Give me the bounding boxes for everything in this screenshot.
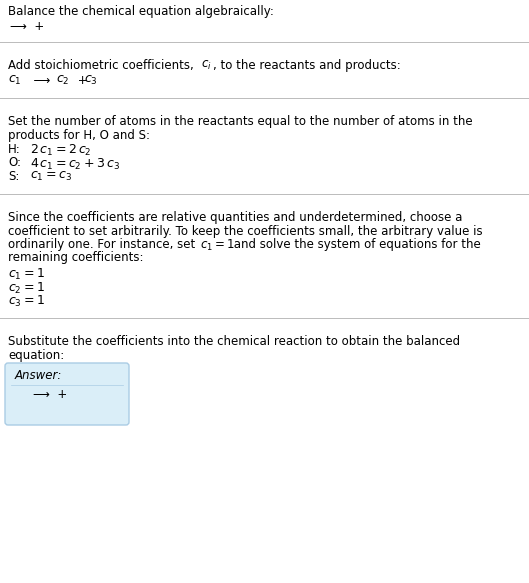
- Text: $c_3$: $c_3$: [84, 74, 98, 87]
- Text: $c_2 = 1$: $c_2 = 1$: [8, 280, 45, 296]
- Text: $c_1$: $c_1$: [8, 74, 22, 87]
- Text: S:: S:: [8, 170, 20, 183]
- Text: $c_i$: $c_i$: [201, 58, 212, 72]
- Text: ordinarily one. For instance, set: ordinarily one. For instance, set: [8, 238, 199, 251]
- Text: H:: H:: [8, 143, 21, 156]
- Text: +: +: [74, 74, 88, 87]
- Text: $c_1 = 1$: $c_1 = 1$: [8, 267, 45, 282]
- Text: $c_3 = 1$: $c_3 = 1$: [8, 294, 45, 309]
- Text: , to the reactants and products:: , to the reactants and products:: [213, 58, 401, 72]
- Text: coefficient to set arbitrarily. To keep the coefficients small, the arbitrary va: coefficient to set arbitrarily. To keep …: [8, 224, 482, 237]
- Text: $c_1 = c_3$: $c_1 = c_3$: [30, 170, 72, 183]
- Text: ⟶  +: ⟶ +: [10, 20, 44, 33]
- Text: Add stoichiometric coefficients,: Add stoichiometric coefficients,: [8, 58, 197, 72]
- Text: remaining coefficients:: remaining coefficients:: [8, 251, 143, 265]
- Text: O:: O:: [8, 156, 21, 170]
- Text: and solve the system of equations for the: and solve the system of equations for th…: [230, 238, 481, 251]
- Text: Substitute the coefficients into the chemical reaction to obtain the balanced: Substitute the coefficients into the che…: [8, 335, 460, 348]
- Text: equation:: equation:: [8, 349, 64, 361]
- FancyBboxPatch shape: [5, 363, 129, 425]
- Text: products for H, O and S:: products for H, O and S:: [8, 128, 150, 142]
- Text: $c_2$: $c_2$: [56, 74, 69, 87]
- Text: Set the number of atoms in the reactants equal to the number of atoms in the: Set the number of atoms in the reactants…: [8, 115, 472, 128]
- Text: $c_1 = 1$: $c_1 = 1$: [200, 238, 235, 253]
- Text: ⟶  +: ⟶ +: [33, 388, 67, 401]
- Text: Balance the chemical equation algebraically:: Balance the chemical equation algebraica…: [8, 5, 274, 18]
- Text: $2\,c_1 = 2\,c_2$: $2\,c_1 = 2\,c_2$: [30, 143, 92, 158]
- Text: $4\,c_1 = c_2 + 3\,c_3$: $4\,c_1 = c_2 + 3\,c_3$: [30, 156, 120, 171]
- Text: Since the coefficients are relative quantities and underdetermined, choose a: Since the coefficients are relative quan…: [8, 211, 462, 224]
- Text: ⟶: ⟶: [26, 74, 58, 87]
- Text: Answer:: Answer:: [15, 369, 62, 382]
